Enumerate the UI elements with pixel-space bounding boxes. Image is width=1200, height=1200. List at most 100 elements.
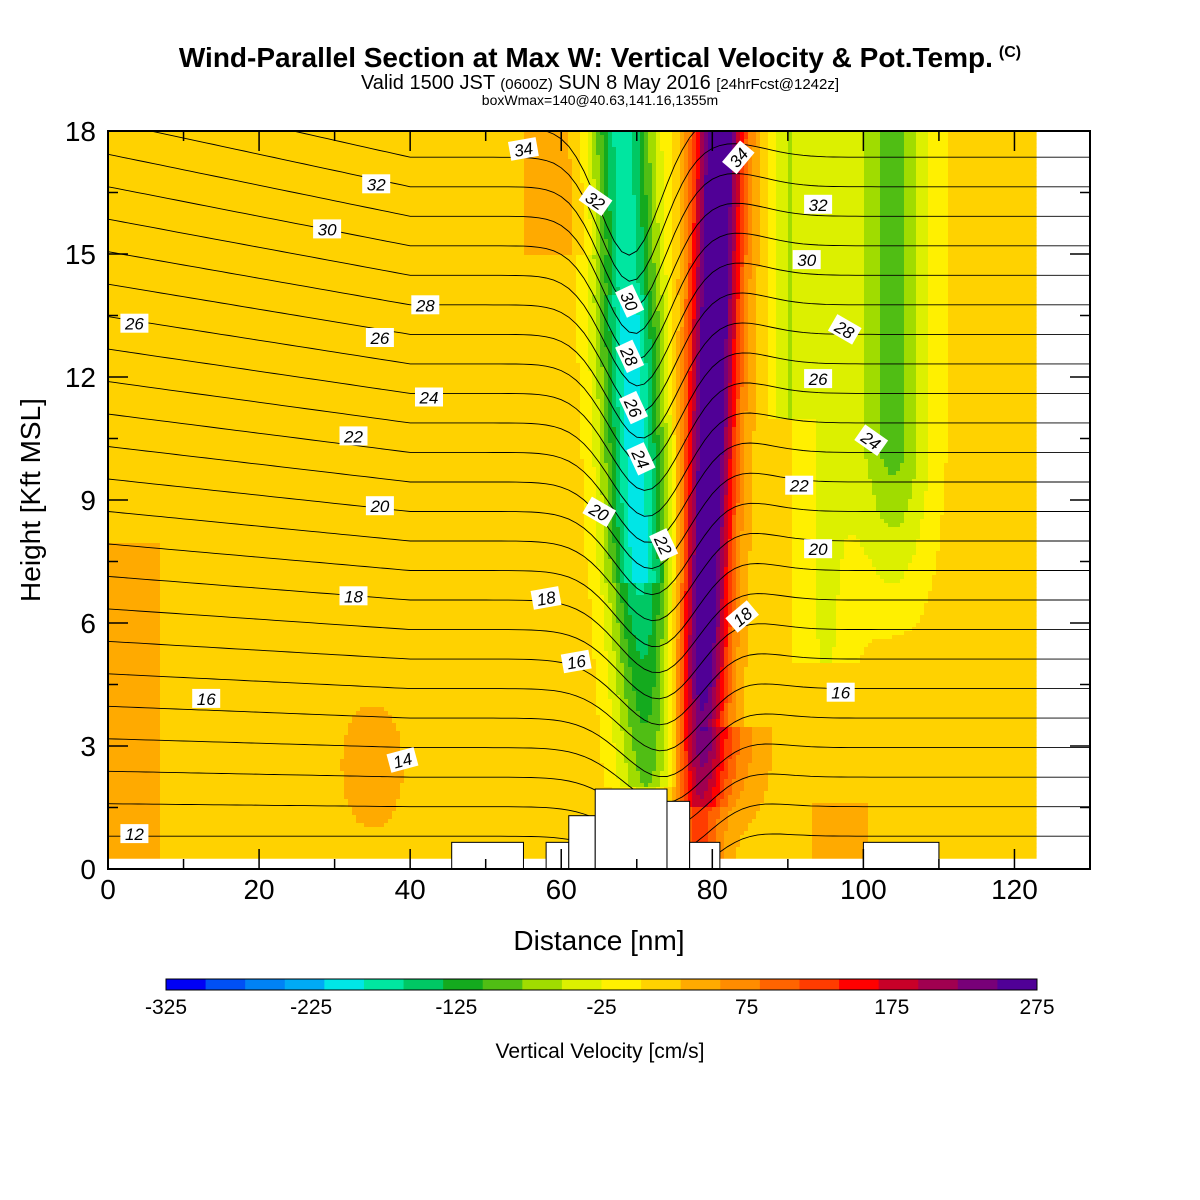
velocity-cell xyxy=(108,567,161,572)
velocity-cell xyxy=(668,279,673,284)
velocity-cell xyxy=(676,399,681,404)
velocity-cell xyxy=(660,247,665,252)
velocity-cell xyxy=(912,495,925,500)
velocity-cell xyxy=(640,367,649,372)
velocity-cell xyxy=(672,383,677,388)
velocity-cell xyxy=(660,399,665,404)
velocity-cell xyxy=(684,639,689,644)
velocity-cell xyxy=(580,399,593,404)
velocity-cell xyxy=(740,311,745,316)
velocity-cell xyxy=(668,579,673,584)
velocity-cell xyxy=(748,639,793,644)
velocity-cell xyxy=(664,355,669,360)
velocity-cell xyxy=(644,355,653,360)
velocity-cell xyxy=(160,587,589,592)
velocity-cell xyxy=(836,639,873,644)
velocity-cell xyxy=(744,415,757,420)
velocity-cell xyxy=(744,207,749,212)
velocity-cell xyxy=(640,203,649,208)
velocity-cell xyxy=(792,579,817,584)
velocity-cell xyxy=(752,443,793,448)
velocity-cell xyxy=(676,487,681,492)
velocity-cell xyxy=(656,163,665,168)
velocity-cell xyxy=(936,555,1037,560)
velocity-cell xyxy=(744,507,753,512)
velocity-cell xyxy=(948,319,1037,324)
velocity-cell xyxy=(728,315,733,320)
velocity-cell xyxy=(692,251,697,256)
velocity-cell xyxy=(676,459,681,464)
velocity-cell xyxy=(688,367,693,372)
velocity-cell xyxy=(676,455,681,460)
velocity-cell xyxy=(612,375,617,380)
velocity-cell xyxy=(604,207,609,212)
velocity-cell xyxy=(688,291,693,296)
velocity-cell xyxy=(604,567,613,572)
velocity-cell xyxy=(736,547,741,552)
velocity-cell xyxy=(904,403,917,408)
velocity-cell xyxy=(604,183,609,188)
velocity-cell xyxy=(160,635,593,640)
velocity-cell xyxy=(616,459,621,464)
velocity-cell xyxy=(700,427,725,432)
velocity-cell xyxy=(616,327,621,332)
velocity-cell xyxy=(664,203,673,208)
velocity-cell xyxy=(692,219,697,224)
velocity-cell xyxy=(864,355,881,360)
velocity-cell xyxy=(792,231,865,236)
velocity-cell xyxy=(624,431,645,436)
velocity-cell xyxy=(864,399,881,404)
velocity-cell xyxy=(636,259,645,264)
velocity-cell xyxy=(760,171,769,176)
velocity-cell xyxy=(704,275,729,280)
velocity-cell xyxy=(756,319,769,324)
velocity-cell xyxy=(916,159,929,164)
velocity-cell xyxy=(688,475,693,480)
velocity-cell xyxy=(524,235,573,240)
velocity-cell xyxy=(904,131,917,136)
velocity-cell xyxy=(716,647,721,652)
velocity-cell xyxy=(704,139,709,144)
velocity-cell xyxy=(612,355,617,360)
velocity-cell xyxy=(692,187,697,192)
velocity-cell xyxy=(732,535,737,540)
velocity-cell xyxy=(684,627,689,632)
velocity-cell xyxy=(684,251,689,256)
velocity-cell xyxy=(160,579,589,584)
velocity-cell xyxy=(668,523,673,528)
velocity-cell xyxy=(768,191,777,196)
velocity-cell xyxy=(160,543,585,548)
velocity-cell xyxy=(652,555,657,560)
velocity-cell xyxy=(592,451,601,456)
velocity-cell xyxy=(864,159,881,164)
velocity-cell xyxy=(672,619,677,624)
velocity-cell xyxy=(592,143,597,148)
velocity-cell xyxy=(644,191,653,196)
velocity-cell xyxy=(664,383,669,388)
velocity-cell xyxy=(612,635,621,640)
velocity-cell xyxy=(672,243,681,248)
velocity-cell xyxy=(656,175,665,180)
velocity-cell xyxy=(740,575,749,580)
velocity-cell xyxy=(864,327,881,332)
velocity-cell xyxy=(700,239,705,244)
velocity-cell xyxy=(660,647,665,652)
velocity-cell xyxy=(792,571,817,576)
velocity-cell xyxy=(652,303,657,308)
velocity-cell xyxy=(652,291,657,296)
velocity-cell xyxy=(760,231,769,236)
velocity-cell xyxy=(728,599,733,604)
velocity-cell xyxy=(760,199,769,204)
velocity-cell xyxy=(880,331,905,336)
velocity-cell xyxy=(656,455,661,460)
velocity-cell xyxy=(768,283,777,288)
velocity-cell xyxy=(788,147,793,152)
velocity-cell xyxy=(680,587,685,592)
velocity-cell xyxy=(724,467,729,472)
velocity-cell xyxy=(768,139,777,144)
velocity-cell xyxy=(680,647,685,652)
velocity-cell xyxy=(904,447,917,452)
velocity-cell xyxy=(776,371,789,376)
velocity-cell xyxy=(600,191,605,196)
velocity-cell xyxy=(680,599,685,604)
